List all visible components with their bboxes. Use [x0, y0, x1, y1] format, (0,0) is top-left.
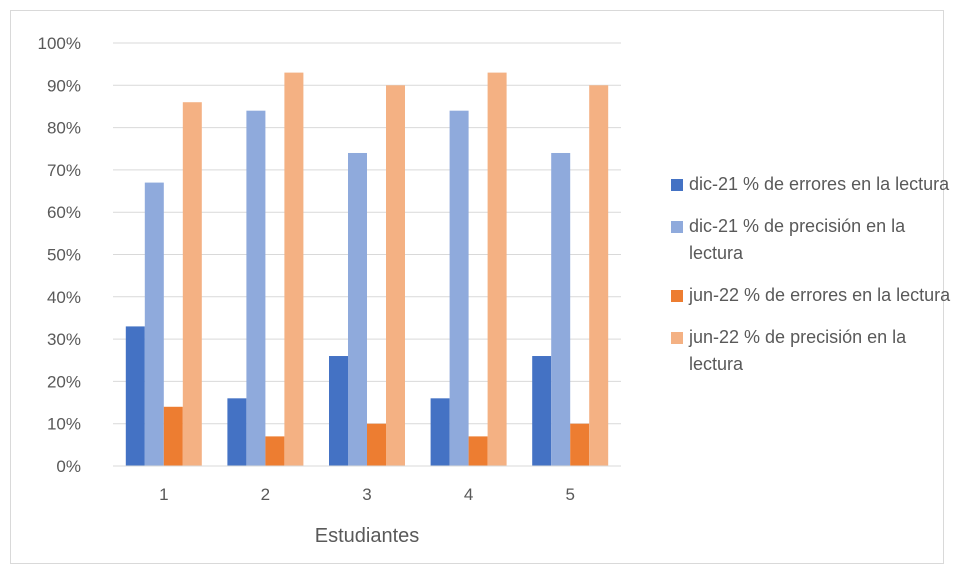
y-tick-label: 60%	[47, 203, 81, 222]
bar	[329, 356, 348, 466]
bar	[487, 72, 507, 467]
legend-item: jun-22 % de precisión en la lectura	[671, 324, 956, 378]
bar	[284, 72, 304, 467]
y-tick-label: 0%	[56, 457, 81, 476]
x-axis-tick-labels: 1 2 3 4 5	[159, 485, 575, 504]
legend-item: dic-21 % de errores en la lectura	[671, 171, 956, 198]
bar	[570, 423, 590, 466]
bar	[182, 102, 202, 466]
x-axis-title: Estudiantes	[315, 525, 420, 547]
y-tick-label: 80%	[47, 119, 81, 138]
bar	[532, 356, 552, 466]
legend: dic-21 % de errores en la lectura dic-21 …	[671, 171, 956, 393]
legend-swatch	[671, 290, 683, 302]
bar	[589, 85, 609, 467]
x-tick-label: 2	[261, 485, 270, 504]
bars	[125, 72, 609, 467]
legend-label: dic-21 % de precisión en la lectura	[689, 216, 906, 263]
bar	[125, 326, 145, 466]
y-tick-label: 100%	[38, 34, 81, 53]
x-tick-label: 4	[464, 485, 473, 504]
bar	[246, 110, 266, 467]
bar	[551, 152, 571, 467]
bar	[144, 182, 164, 466]
x-tick-label: 1	[159, 485, 168, 504]
legend-swatch	[671, 179, 683, 191]
legend-swatch	[671, 221, 683, 233]
y-tick-label: 40%	[47, 288, 81, 307]
y-tick-label: 10%	[47, 415, 81, 434]
legend-label: dic-21 % de errores en la lectura	[689, 174, 950, 194]
legend-item: jun-22 % de errores en la lectura	[671, 282, 956, 309]
bar	[265, 436, 285, 466]
bar	[367, 423, 386, 466]
x-tick-label: 5	[565, 485, 574, 504]
bar	[227, 398, 247, 466]
bar	[163, 406, 183, 466]
bar	[386, 85, 405, 467]
legend-item: dic-21 % de precisión en la lectura	[671, 213, 956, 267]
legend-label: jun-22 % de errores en la lectura	[689, 285, 951, 305]
y-tick-label: 30%	[47, 330, 81, 349]
legend-label: jun-22 % de precisión en la lectura	[689, 327, 907, 374]
y-axis-tick-labels: 0% 10% 20% 30% 40% 50% 60% 70% 80% 90% 100%	[38, 34, 81, 476]
x-tick-label: 3	[362, 485, 371, 504]
y-tick-label: 70%	[47, 161, 81, 180]
bar	[449, 110, 469, 467]
y-tick-label: 50%	[47, 246, 81, 265]
bar	[430, 398, 450, 466]
bar	[468, 436, 488, 466]
legend-swatch	[671, 332, 683, 344]
y-tick-label: 90%	[47, 76, 81, 95]
y-tick-label: 20%	[47, 372, 81, 391]
bar	[348, 152, 367, 467]
